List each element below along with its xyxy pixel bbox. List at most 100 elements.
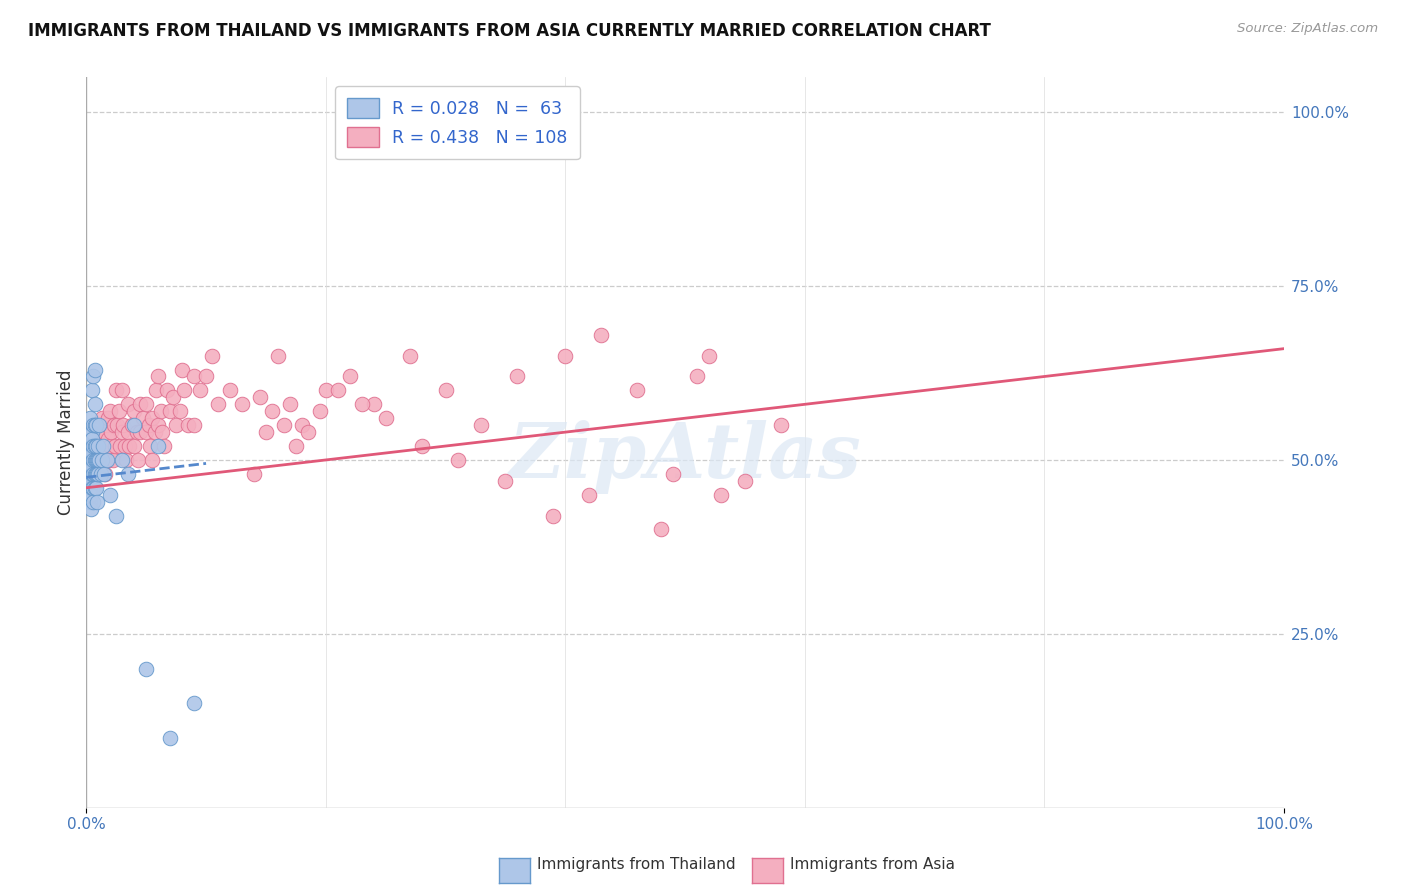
Point xyxy=(93,453,115,467)
Point xyxy=(107,404,129,418)
Point xyxy=(82,459,104,474)
Point xyxy=(90,425,112,439)
Point xyxy=(434,384,457,398)
Text: Immigrants from Thailand: Immigrants from Thailand xyxy=(537,857,735,872)
Point xyxy=(82,439,104,453)
Point xyxy=(82,494,104,508)
Point xyxy=(83,418,105,433)
Point xyxy=(267,349,290,363)
Point xyxy=(554,349,576,363)
Point xyxy=(100,425,122,439)
Point xyxy=(141,453,163,467)
Point xyxy=(470,418,492,433)
Point xyxy=(291,418,314,433)
Point xyxy=(91,439,114,453)
Point xyxy=(82,439,104,453)
Point xyxy=(122,404,145,418)
Point xyxy=(77,467,100,481)
Point xyxy=(135,425,157,439)
Y-axis label: Currently Married: Currently Married xyxy=(58,370,75,516)
Point xyxy=(87,467,110,481)
Point xyxy=(141,411,163,425)
Point xyxy=(177,418,200,433)
Point xyxy=(149,404,172,418)
Text: ZipAtlas: ZipAtlas xyxy=(509,420,862,494)
Point xyxy=(80,501,103,516)
Point xyxy=(254,425,277,439)
Point xyxy=(446,453,468,467)
Point xyxy=(650,523,672,537)
Point xyxy=(326,384,349,398)
Point xyxy=(188,384,211,398)
Point xyxy=(131,411,153,425)
Point xyxy=(82,467,104,481)
Point xyxy=(118,439,141,453)
Point xyxy=(104,439,127,453)
Point xyxy=(129,397,152,411)
Point xyxy=(98,439,121,453)
Point xyxy=(82,418,104,433)
Point xyxy=(90,453,112,467)
Point xyxy=(83,362,105,376)
Point xyxy=(86,467,108,481)
Point xyxy=(578,488,600,502)
Point xyxy=(98,453,121,467)
Point xyxy=(82,467,104,481)
Point xyxy=(82,369,104,384)
Point xyxy=(411,439,433,453)
Point xyxy=(173,384,195,398)
Point xyxy=(87,439,110,453)
Point xyxy=(494,474,516,488)
Point xyxy=(94,439,117,453)
Point xyxy=(112,418,135,433)
Point xyxy=(146,439,169,453)
Point xyxy=(82,446,104,460)
Point xyxy=(273,418,295,433)
Point xyxy=(98,404,121,418)
Point xyxy=(84,467,107,481)
Point xyxy=(114,453,136,467)
Point xyxy=(139,439,162,453)
Point xyxy=(114,439,136,453)
Point xyxy=(183,418,205,433)
Point xyxy=(315,384,337,398)
Point xyxy=(111,384,134,398)
Point xyxy=(111,425,134,439)
Point xyxy=(84,418,107,433)
Point xyxy=(84,453,107,467)
Point xyxy=(127,453,149,467)
Point xyxy=(153,439,176,453)
Point xyxy=(398,349,420,363)
Point xyxy=(135,662,157,676)
Point xyxy=(350,397,373,411)
Point xyxy=(145,384,167,398)
Point xyxy=(83,439,105,453)
Point xyxy=(734,474,756,488)
Point xyxy=(231,397,253,411)
Point xyxy=(87,439,110,453)
Point xyxy=(146,369,169,384)
Point xyxy=(82,453,104,467)
Point xyxy=(82,432,104,446)
Point xyxy=(172,362,194,376)
Point xyxy=(219,384,242,398)
Point xyxy=(89,418,111,433)
Point xyxy=(91,439,114,453)
Point xyxy=(363,397,385,411)
Point xyxy=(80,474,103,488)
Point xyxy=(96,453,118,467)
Point xyxy=(93,467,115,481)
Text: IMMIGRANTS FROM THAILAND VS IMMIGRANTS FROM ASIA CURRENTLY MARRIED CORRELATION C: IMMIGRANTS FROM THAILAND VS IMMIGRANTS F… xyxy=(28,22,991,40)
Point xyxy=(374,411,396,425)
Point xyxy=(80,439,103,453)
Point xyxy=(86,453,108,467)
Point xyxy=(98,488,121,502)
Point xyxy=(79,425,101,439)
Point xyxy=(82,384,104,398)
Point xyxy=(135,397,157,411)
Point xyxy=(97,432,120,446)
Point xyxy=(96,418,118,433)
Point xyxy=(297,425,319,439)
Point xyxy=(89,453,111,467)
Point xyxy=(93,425,115,439)
